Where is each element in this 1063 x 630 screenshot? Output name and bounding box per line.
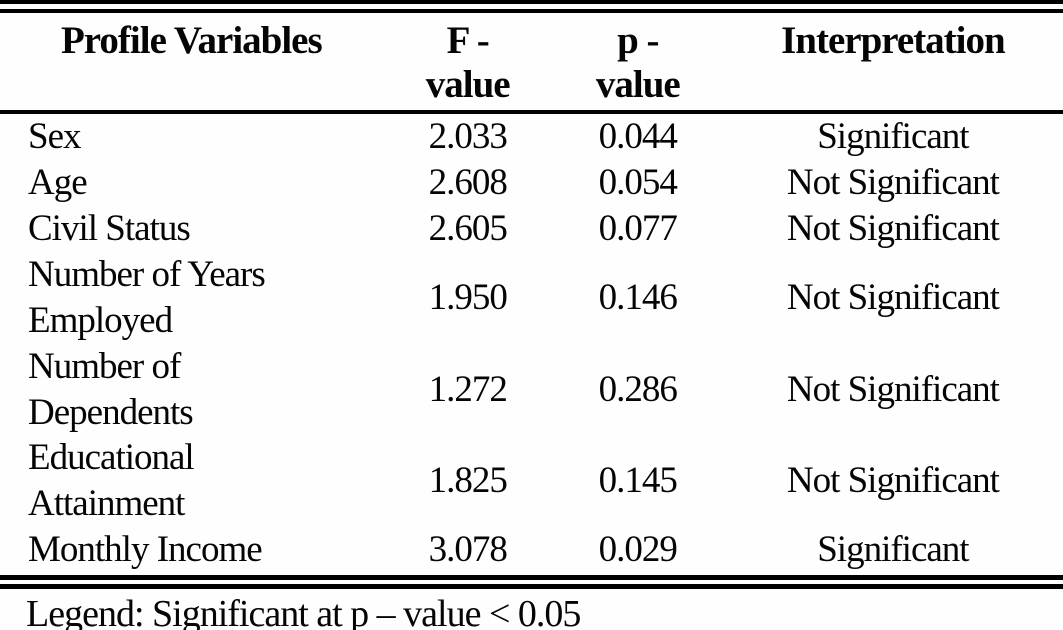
variable-cell: Number of Years Employed xyxy=(28,253,266,341)
interpretation-cell: Not Significant xyxy=(786,208,1000,250)
variable-cell: Age xyxy=(28,162,88,204)
f-value-cell: 1.272 xyxy=(428,368,508,410)
variable-cell: Number of Dependents xyxy=(28,345,194,433)
f-value-cell: 2.608 xyxy=(428,162,508,204)
table-row: Number of Years Employed 1.950 0.146 Not… xyxy=(0,252,1063,344)
variable-cell: Civil Status xyxy=(28,208,191,250)
table-row: Age 2.608 0.054 Not Significant xyxy=(0,160,1063,206)
interpretation-cell: Significant xyxy=(817,116,969,158)
interpretation-cell: Not Significant xyxy=(786,368,1000,410)
variable-cell: Educational Attainment xyxy=(28,437,195,525)
interpretation-cell: Not Significant xyxy=(786,460,1000,502)
table-legend: Legend: Significant at p – value < 0.05 xyxy=(26,593,581,630)
p-value-cell: 0.146 xyxy=(598,276,678,318)
table-header: Profile Variables F - value p - value In… xyxy=(0,6,1063,115)
f-value-cell: 3.078 xyxy=(382,527,553,590)
variable-cell: Sex xyxy=(28,116,81,158)
table-body: Sex 2.033 0.044 Significant Age 2.608 0.… xyxy=(0,112,1063,590)
table-row: Civil Status 2.605 0.077 Not Significant xyxy=(0,206,1063,252)
interpretation-cell: Not Significant xyxy=(786,276,1000,318)
table-row: Sex 2.033 0.044 Significant xyxy=(0,112,1063,160)
anova-results-table: Profile Variables F - value p - value In… xyxy=(0,0,1063,590)
p-value-cell: 0.145 xyxy=(598,460,678,502)
p-value-cell: 0.286 xyxy=(598,368,678,410)
f-value-cell: 2.605 xyxy=(428,208,508,250)
interpretation-cell: Significant xyxy=(722,527,1063,590)
f-value-cell: 2.033 xyxy=(428,116,508,158)
header-profile-variables: Profile Variables xyxy=(0,6,383,115)
interpretation-cell: Not Significant xyxy=(786,162,1000,204)
p-value-cell: 0.029 xyxy=(552,527,723,590)
p-value-cell: 0.054 xyxy=(598,162,678,204)
header-f-value: F - value xyxy=(382,6,553,115)
header-p-value: p - value xyxy=(552,6,723,115)
table-row: Educational Attainment 1.825 0.145 Not S… xyxy=(0,435,1063,527)
table-row: Monthly Income 3.078 0.029 Significant xyxy=(0,527,1063,590)
p-value-cell: 0.044 xyxy=(598,116,678,158)
p-value-cell: 0.077 xyxy=(598,208,678,250)
f-value-cell: 1.825 xyxy=(428,460,508,502)
table-row: Number of Dependents 1.272 0.286 Not Sig… xyxy=(0,344,1063,436)
header-interpretation: Interpretation xyxy=(722,6,1063,115)
header-row: Profile Variables F - value p - value In… xyxy=(0,6,1063,115)
f-value-cell: 1.950 xyxy=(428,276,508,318)
variable-cell: Monthly Income xyxy=(0,527,383,590)
